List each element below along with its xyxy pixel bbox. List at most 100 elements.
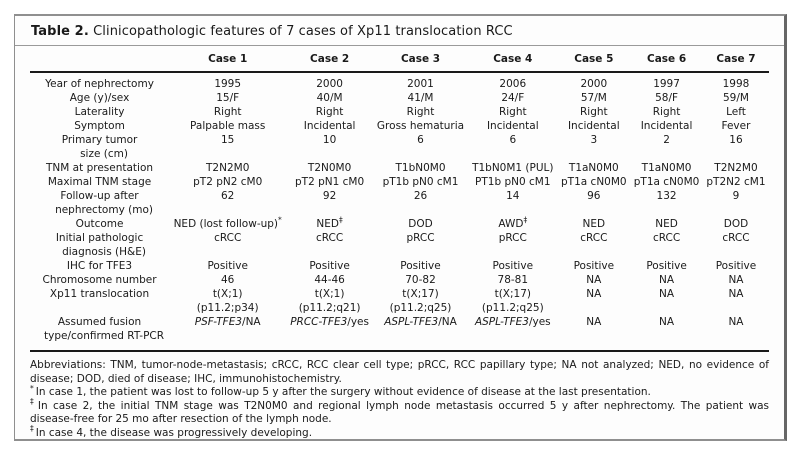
table-cell: cRCC <box>214 232 242 244</box>
table-cell: pT2N2 cM1 <box>706 176 766 188</box>
cell-line: (p11.2;q25) <box>481 302 544 314</box>
table-body: Year of nephrectomy 1995 2000 2001 2006 2000 1… <box>30 72 769 343</box>
table-cell: 2006 <box>499 78 527 90</box>
row-label-line: Initial pathologic <box>55 232 144 244</box>
table-cell: t(X;1) (p11.2;q21) <box>286 287 373 315</box>
cell-line: t(X;17) <box>494 288 531 300</box>
row-label: Chromosome number <box>30 273 169 287</box>
row-label-line: Follow-up after <box>60 190 139 202</box>
table-cell: 26 <box>413 190 428 202</box>
row-label-line: Maximal TNM stage <box>47 176 152 188</box>
table-cell: Right <box>579 106 608 118</box>
cell-line: (p11.2;q25) <box>389 302 452 314</box>
cell-line: (p11.2;p34) <box>196 302 259 314</box>
row-label-line: Symptom <box>74 120 125 132</box>
table-row: Year of nephrectomy 1995 2000 2001 2006 2000 1… <box>30 72 769 91</box>
table-cell: 6 <box>509 134 517 146</box>
table-cell: 58/F <box>655 92 679 104</box>
column-header: Case 7 <box>702 46 769 73</box>
column-header: Case 2 <box>286 46 373 73</box>
table-footer: Abbreviations: TNM, tumor-node-metastasi… <box>30 352 769 439</box>
row-label-line: IHC for TFE3 <box>66 260 133 272</box>
table-cell: 2001 <box>407 78 434 90</box>
row-label-line: diagnosis (H&E) <box>62 246 146 258</box>
table-cell: 3 <box>590 134 598 146</box>
table-cell: 1997 <box>653 78 680 90</box>
table-cell: Positive <box>492 260 534 272</box>
table-cell: Left <box>726 106 746 118</box>
row-label: Outcome <box>30 217 169 231</box>
table-row: Chromosome number 46 44-46 70-82 78-81 NA NA NA <box>30 273 769 287</box>
row-label-line: Laterality <box>74 106 125 118</box>
row-label: Year of nephrectomy <box>30 72 169 91</box>
table-cell: cRCC <box>722 232 750 244</box>
table-cell: Palpable mass <box>190 120 266 132</box>
table-cell: NA <box>728 274 744 286</box>
column-header: Case 5 <box>557 46 631 73</box>
table-cell: NA <box>659 288 675 300</box>
table-cell: t(X;17) (p11.2;q25) <box>373 287 468 315</box>
table-cell: Positive <box>573 260 615 272</box>
table-cell: PRCC-TFE3/yes <box>290 316 369 328</box>
row-label: Primary tumor size (cm) <box>30 133 169 161</box>
column-header: Case 1 <box>169 46 287 73</box>
cell-line: (p11.2;q21) <box>298 302 361 314</box>
table-cell: pRCC <box>406 232 435 244</box>
table-cell: Positive <box>400 260 441 272</box>
column-header: Case 3 <box>372 46 469 73</box>
row-label-header <box>30 46 170 73</box>
table-cell: NA <box>659 274 675 286</box>
table-cell: 15 <box>221 134 235 146</box>
footnote-marker: * <box>30 383 34 393</box>
table-cell: NED <box>655 218 678 230</box>
table-cell: cRCC <box>315 232 344 244</box>
row-label-line: Primary tumor <box>61 134 138 146</box>
table-cell: pT2 pN1 cM0 <box>295 176 365 188</box>
row-label-line: type/confirmed RT-PCR <box>44 330 165 342</box>
table-cell: AWD‡ <box>498 215 528 230</box>
footnote-marker: ‡ <box>30 424 34 433</box>
table-cell: t(X;1) (p11.2;p34) <box>169 287 286 315</box>
column-header: Case 6 <box>630 46 703 73</box>
table-cell: 40/M <box>316 92 343 104</box>
table-cell: DOD <box>408 218 433 230</box>
table-cell: 6 <box>417 134 424 146</box>
footnote-marker: ‡ <box>523 215 528 225</box>
table-cell: Right <box>652 106 681 118</box>
table-cell: ASPL-TFE3/yes <box>474 316 551 328</box>
footnote-marker: ‡ <box>30 397 36 406</box>
table-row: TNM at presentation T2N2M0 T2N0M0 T1bN0M0 T1… <box>30 161 769 175</box>
row-label-line: Age (y)/sex <box>69 92 130 104</box>
table-cell: 62 <box>221 190 235 202</box>
table-cell: Right <box>213 106 242 118</box>
row-label: Assumed fusion type/confirmed RT-PCR <box>30 315 169 343</box>
table-cell: NED <box>582 218 606 230</box>
table-cell: 70-82 <box>405 274 436 286</box>
clinicopathologic-table: Case 1 Case 2 Case 3 Case 4 Case 5 Case 6 Case… <box>30 46 769 343</box>
table-cell: Positive <box>715 260 757 272</box>
table-cell: 44-46 <box>314 274 345 286</box>
table-cell: NA <box>586 274 602 286</box>
table-header-row: Case 1 Case 2 Case 3 Case 4 Case 5 Case 6 Case… <box>30 46 769 73</box>
table-cell: Fever <box>721 120 751 132</box>
row-label: Follow-up after nephrectomy (mo) <box>30 189 169 217</box>
table-cell: T2N2M0 <box>714 162 758 174</box>
table-cell: T1bN0M0 <box>395 162 446 174</box>
table-row: Follow-up after nephrectomy (mo) 62 92 26 14 9… <box>30 189 769 217</box>
table-cell: 15/F <box>216 92 240 104</box>
table-cell: ASPL-TFE3/NA <box>384 316 457 328</box>
row-label-line: TNM at presentation <box>46 162 154 174</box>
table-row: Primary tumor size (cm) 15 10 6 6 3 2 16 <box>30 133 769 161</box>
row-label: Xp11 translocation <box>30 287 169 315</box>
table-figure-box: Table 2. Clinicopathologic features of 7… <box>14 14 787 441</box>
table-cell: NA <box>728 316 744 328</box>
row-label: TNM at presentation <box>30 161 169 175</box>
table-cell: 96 <box>587 190 601 202</box>
cell-line: t(X;17) <box>402 288 439 300</box>
table-cell: pT1b pN0 cM1 <box>382 176 459 188</box>
row-label: Symptom <box>30 119 169 133</box>
row-label-line: Outcome <box>75 218 124 230</box>
table-cell: NA <box>728 288 744 300</box>
table-cell: T1aN0M0 <box>641 162 692 174</box>
